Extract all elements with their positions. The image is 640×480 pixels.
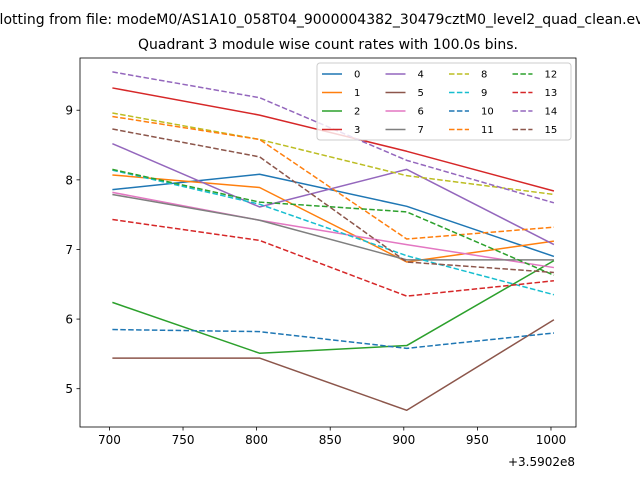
y-tick-label: 6 bbox=[65, 313, 73, 327]
series-line-8 bbox=[112, 112, 555, 196]
legend-label-3: 3 bbox=[354, 125, 360, 136]
series-line-2 bbox=[112, 259, 555, 354]
legend-label-2: 2 bbox=[354, 107, 360, 118]
y-tick-label: 7 bbox=[65, 243, 73, 257]
series-line-11 bbox=[112, 115, 554, 240]
x-tick-label: 750 bbox=[172, 433, 195, 447]
legend-label-15: 15 bbox=[545, 125, 558, 136]
y-tick-label: 9 bbox=[65, 104, 73, 118]
series-line-1 bbox=[112, 174, 555, 263]
series-line-4 bbox=[112, 142, 555, 246]
legend-label-5: 5 bbox=[418, 88, 424, 99]
legend-label-8: 8 bbox=[481, 70, 487, 81]
x-tick-label: 800 bbox=[245, 433, 268, 447]
legend-label-7: 7 bbox=[418, 125, 424, 136]
legend-box bbox=[316, 62, 572, 141]
axes-frame bbox=[79, 57, 577, 428]
legend-label-12: 12 bbox=[545, 70, 558, 81]
chart-title: Quadrant 3 module wise count rates with … bbox=[138, 37, 518, 53]
figure-suptitle: Plotting from file: modeM0/AS1A10_058T04… bbox=[0, 12, 640, 28]
legend-label-4: 4 bbox=[418, 70, 424, 81]
legend-label-11: 11 bbox=[481, 125, 494, 136]
series-lines bbox=[112, 71, 555, 412]
x-tick-label: 850 bbox=[319, 433, 342, 447]
legend-label-10: 10 bbox=[481, 107, 494, 118]
legend-label-13: 13 bbox=[545, 88, 558, 99]
series-line-10 bbox=[112, 328, 554, 350]
series-line-12 bbox=[112, 168, 555, 276]
legend-label-0: 0 bbox=[354, 70, 360, 81]
legend-label-1: 1 bbox=[354, 88, 360, 99]
y-tick-label: 5 bbox=[65, 382, 73, 396]
series-line-15 bbox=[112, 128, 554, 274]
series-line-7 bbox=[112, 193, 554, 261]
x-tick-label: 950 bbox=[466, 433, 489, 447]
x-tick-label: 900 bbox=[392, 433, 415, 447]
series-line-9 bbox=[112, 169, 555, 296]
series-line-13 bbox=[112, 218, 554, 297]
y-tick-label: 8 bbox=[65, 173, 73, 187]
x-axis-offset-label: +3.5902e8 bbox=[508, 455, 575, 469]
x-tick-label: 1000 bbox=[536, 433, 567, 447]
series-line-6 bbox=[112, 191, 555, 269]
legend-label-9: 9 bbox=[481, 88, 487, 99]
legend-label-14: 14 bbox=[545, 107, 558, 118]
series-line-5 bbox=[112, 319, 555, 412]
x-tick-label: 700 bbox=[98, 433, 121, 447]
legend-label-6: 6 bbox=[418, 107, 424, 118]
